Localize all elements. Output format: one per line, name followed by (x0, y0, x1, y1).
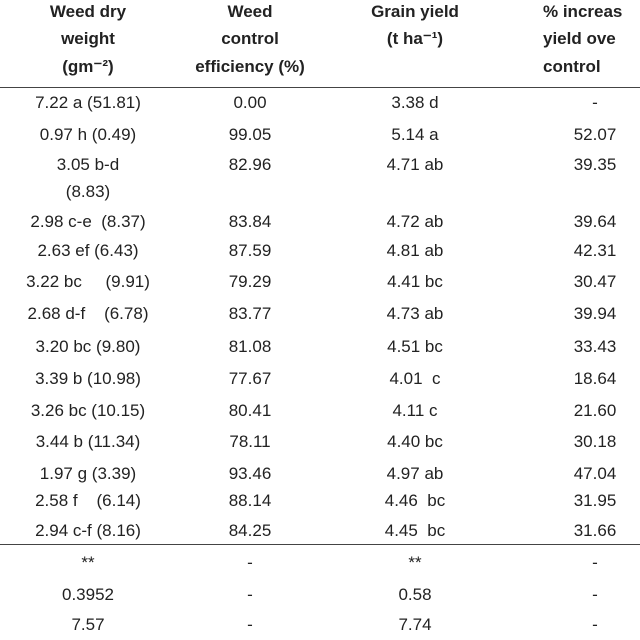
footer-cell: - (247, 553, 253, 572)
table-cell: 4.97 ab (386, 464, 444, 483)
table-cell: 33.43 (573, 337, 617, 356)
footer-cell: - (247, 615, 253, 634)
column-header: % increas (543, 2, 623, 21)
table-cell: 0.00 (233, 93, 267, 112)
table-cell: 82.96 (228, 155, 272, 174)
footer-cell: 7.74 (398, 615, 432, 634)
table-cell: 2.58 f (6.14) (35, 491, 141, 510)
table-cell: 39.94 (573, 304, 617, 323)
table-cell: 79.29 (228, 272, 272, 291)
table-cell: 3.38 d (391, 93, 439, 112)
table-cell: 3.39 b (10.98) (35, 369, 141, 388)
table-cell: 0.97 h (0.49) (39, 125, 137, 144)
table-cell: 31.95 (573, 491, 617, 510)
footer-cell: - (592, 615, 598, 634)
column-header: yield ove (543, 29, 616, 48)
table-cell: 4.72 ab (386, 212, 444, 231)
table-cell: 88.14 (228, 491, 272, 510)
footer-cell: - (592, 585, 598, 604)
column-header: Weed dry (49, 2, 127, 21)
table-cell: 83.77 (228, 304, 272, 323)
table-cell: 2.94 c-f (8.16) (35, 521, 141, 540)
table-cell: 78.11 (229, 432, 271, 451)
table-cell: 2.68 d-f (6.78) (27, 304, 149, 323)
table-cell: 3.05 b-d (8.83) (56, 155, 124, 201)
column-header: Grain yield (371, 2, 459, 21)
table-cell: 42.31 (573, 241, 617, 260)
table-cell: 83.84 (228, 212, 272, 231)
column-header: efficiency (%) (195, 57, 305, 76)
table-cell: 47.04 (573, 464, 617, 483)
table-cell: 5.14 a (391, 125, 439, 144)
table-cell: 4.45 bc (384, 521, 446, 540)
footer-cell: ** (81, 553, 95, 572)
table-cell: 3.22 bc (9.91) (26, 272, 150, 291)
footer-cell: - (592, 553, 598, 572)
table-cell: 4.73 ab (386, 304, 444, 323)
column-header: (gm⁻²) (62, 57, 114, 76)
table-cell: 52.07 (573, 125, 617, 144)
table-cell: 31.66 (573, 521, 617, 540)
table-cell: - (592, 93, 598, 112)
table-cell: 84.25 (228, 521, 272, 540)
table-cell: 4.01 c (389, 369, 441, 388)
table-cell: 3.26 bc (10.15) (30, 401, 146, 420)
table-cell: 39.64 (573, 212, 617, 231)
column-header: control (221, 29, 279, 48)
table-cell: 30.18 (573, 432, 617, 451)
table-cell: 18.64 (573, 369, 617, 388)
table-cell: 4.41 bc (387, 272, 443, 291)
table-cell: 39.35 (573, 155, 617, 174)
table-cell: 4.40 bc (387, 432, 443, 451)
table-cell: 4.11 c (392, 401, 438, 420)
table-cell: 30.47 (573, 272, 617, 291)
table-cell: 81.08 (228, 337, 272, 356)
table-cell: 99.05 (228, 125, 272, 144)
footer-cell: 0.3952 (62, 585, 114, 604)
footer-cell: ** (408, 553, 422, 572)
footer-cell: - (247, 585, 253, 604)
footer-cell: 0.58 (398, 585, 432, 604)
table-cell: 93.46 (228, 464, 272, 483)
column-header: control (543, 57, 601, 76)
table-cell: 3.44 b (11.34) (35, 432, 141, 451)
table-cell: 4.51 bc (387, 337, 443, 356)
table-cell: 4.46 bc (384, 491, 446, 510)
table-cell: 21.60 (573, 401, 617, 420)
footer-rule (0, 544, 640, 545)
table-cell: 4.81 ab (386, 241, 444, 260)
table-cell: 80.41 (228, 401, 272, 420)
table-cell: 87.59 (228, 241, 272, 260)
table-cell: 3.20 bc (9.80) (35, 337, 141, 356)
table-cell: 1.97 g (3.39) (39, 464, 137, 483)
table-cell: 2.98 c-e (8.37) (30, 212, 146, 231)
table-cell: 77.67 (228, 369, 272, 388)
column-header: weight (61, 29, 115, 48)
header-rule (0, 87, 640, 88)
column-header: Weed (227, 2, 273, 21)
column-header: (t ha⁻¹) (386, 29, 444, 48)
footer-cell: 7.57 (71, 615, 105, 634)
table-cell: 7.22 a (51.81) (35, 93, 141, 112)
table-cell: 2.63 ef (6.43) (37, 241, 139, 260)
table-cell: 4.71 ab (386, 155, 444, 174)
